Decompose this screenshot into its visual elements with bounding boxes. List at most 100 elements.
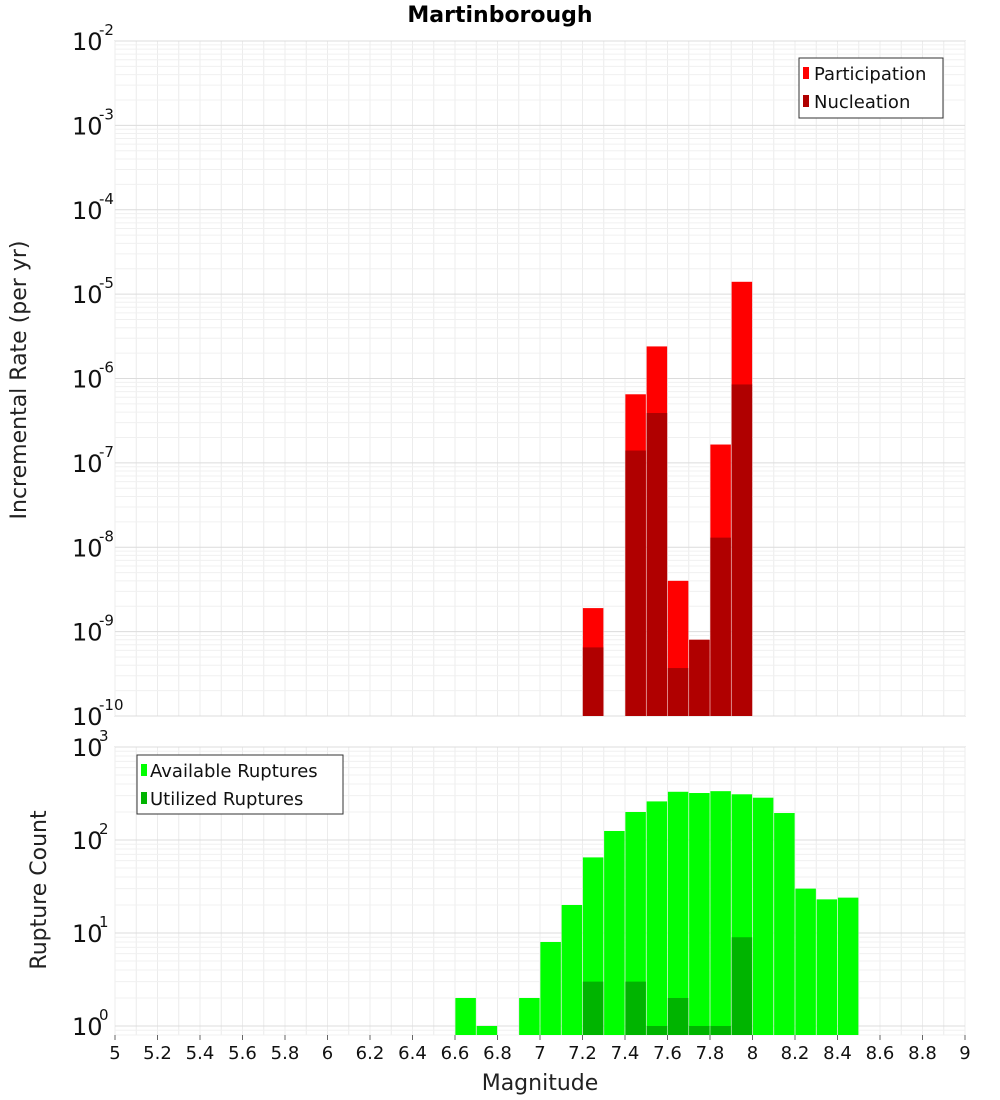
bar-nucleation (731, 384, 753, 716)
x-tick-label: 5.2 (143, 1043, 172, 1064)
x-tick-label: 5.6 (228, 1043, 257, 1064)
top-bars (582, 281, 753, 716)
y-tick-label: 10 (72, 450, 103, 478)
bottom-y-axis-title: Rupture Count (27, 810, 52, 970)
x-tick-label: 5.4 (186, 1043, 215, 1064)
y-tick-exponent: -9 (99, 612, 114, 630)
bar-nucleation (646, 413, 668, 716)
x-tick-label: 8.6 (866, 1043, 895, 1064)
y-tick-label: 10 (72, 1013, 103, 1041)
x-tick-label: 7.8 (696, 1043, 725, 1064)
x-tick-label: 7.2 (568, 1043, 597, 1064)
y-tick-label: 10 (72, 619, 103, 647)
x-tick-label: 6.2 (356, 1043, 385, 1064)
y-tick-exponent: -6 (99, 359, 114, 377)
chart-title: Martinborough (407, 3, 592, 28)
legend-swatch-participation (803, 67, 809, 79)
y-tick-label: 10 (72, 28, 103, 56)
y-tick-exponent: 1 (99, 913, 109, 931)
bar-available-ruptures (604, 830, 625, 1035)
y-tick-exponent: 0 (99, 1006, 109, 1024)
bar-available-ruptures (540, 942, 561, 1035)
bar-nucleation (667, 668, 689, 716)
y-tick-exponent: -2 (99, 21, 114, 39)
y-tick-exponent: -8 (99, 527, 114, 545)
x-axis-ticks: 5 5.2 5.4 5.6 5.8 6 6.2 6.4 6.6 6.8 7 7.2 7.4 7.6 7.8 8… (109, 1035, 971, 1064)
bar-nucleation (582, 647, 604, 716)
bar-utilized-ruptures (625, 981, 646, 1035)
x-axis-title: Magnitude (482, 1071, 599, 1096)
legend-label-utilized: Utilized Ruptures (150, 789, 303, 810)
x-tick-label: 7.6 (653, 1043, 682, 1064)
y-tick-label: 10 (72, 920, 103, 948)
bar-utilized-ruptures (731, 937, 753, 1035)
bar-utilized-ruptures (667, 997, 689, 1035)
x-tick-label: 8.2 (781, 1043, 810, 1064)
bar-available-ruptures (519, 997, 540, 1035)
x-tick-label: 7.4 (611, 1043, 640, 1064)
y-tick-exponent: 2 (99, 820, 109, 838)
bar-available-ruptures (455, 997, 476, 1035)
x-tick-label: 8.4 (823, 1043, 852, 1064)
bar-utilized-ruptures (582, 981, 604, 1035)
y-tick-label: 10 (72, 281, 103, 309)
top-grid (114, 40, 966, 717)
top-y-axis-title: Incremental Rate (per yr) (7, 241, 32, 520)
x-tick-label: 5.8 (271, 1043, 300, 1064)
bar-available-ruptures (816, 899, 838, 1035)
bottom-legend-box (136, 754, 344, 815)
bar-available-ruptures (752, 797, 774, 1035)
bar-available-ruptures (689, 793, 710, 1035)
y-tick-label: 10 (72, 197, 103, 225)
bar-utilized-ruptures (689, 1025, 710, 1035)
legend-label-available: Available Ruptures (150, 761, 318, 782)
bar-nucleation (710, 537, 731, 716)
bar-nucleation (625, 450, 646, 716)
legend-swatch-nucleation (803, 95, 809, 107)
y-tick-exponent: -4 (99, 190, 114, 208)
y-tick-exponent: 3 (99, 727, 109, 745)
x-tick-label: 6.4 (398, 1043, 427, 1064)
x-tick-label: 6.8 (483, 1043, 512, 1064)
y-tick-label: 10 (72, 534, 103, 562)
x-tick-label: 7 (534, 1043, 545, 1064)
bar-available-ruptures (667, 791, 689, 1035)
x-tick-label: 8.8 (908, 1043, 937, 1064)
bar-utilized-ruptures (710, 1025, 731, 1035)
legend-swatch-utilized (141, 792, 147, 804)
bar-available-ruptures (476, 1025, 498, 1035)
bottom-bars (455, 791, 859, 1035)
y-tick-label: 10 (72, 112, 103, 140)
x-tick-label: 6.6 (441, 1043, 470, 1064)
y-tick-exponent: -7 (99, 443, 114, 461)
legend-label-participation: Participation (814, 64, 926, 85)
y-tick-exponent: -10 (99, 696, 124, 714)
bar-available-ruptures (837, 897, 859, 1035)
top-legend: Participation Nucleation (798, 57, 944, 119)
x-tick-label: 6 (322, 1043, 333, 1064)
x-tick-label: 9 (959, 1043, 970, 1064)
bar-nucleation (689, 639, 710, 716)
y-tick-label: 10 (72, 734, 103, 762)
top-legend-box (798, 57, 944, 119)
bar-available-ruptures (646, 801, 668, 1035)
legend-label-nucleation: Nucleation (814, 92, 910, 113)
legend-swatch-available (141, 764, 147, 776)
bar-available-ruptures (710, 791, 731, 1035)
y-tick-label: 10 (72, 366, 103, 394)
bottom-legend: Available Ruptures Utilized Ruptures (136, 754, 344, 815)
y-tick-exponent: -3 (99, 105, 114, 123)
bar-available-ruptures (625, 812, 646, 1035)
x-tick-label: 5 (109, 1043, 120, 1064)
bar-utilized-ruptures (646, 1025, 668, 1035)
x-tick-label: 8 (747, 1043, 758, 1064)
y-tick-label: 10 (72, 827, 103, 855)
bar-available-ruptures (561, 904, 583, 1035)
y-tick-label: 10 (72, 703, 103, 731)
y-tick-exponent: -5 (99, 274, 114, 292)
bar-available-ruptures (795, 888, 816, 1035)
